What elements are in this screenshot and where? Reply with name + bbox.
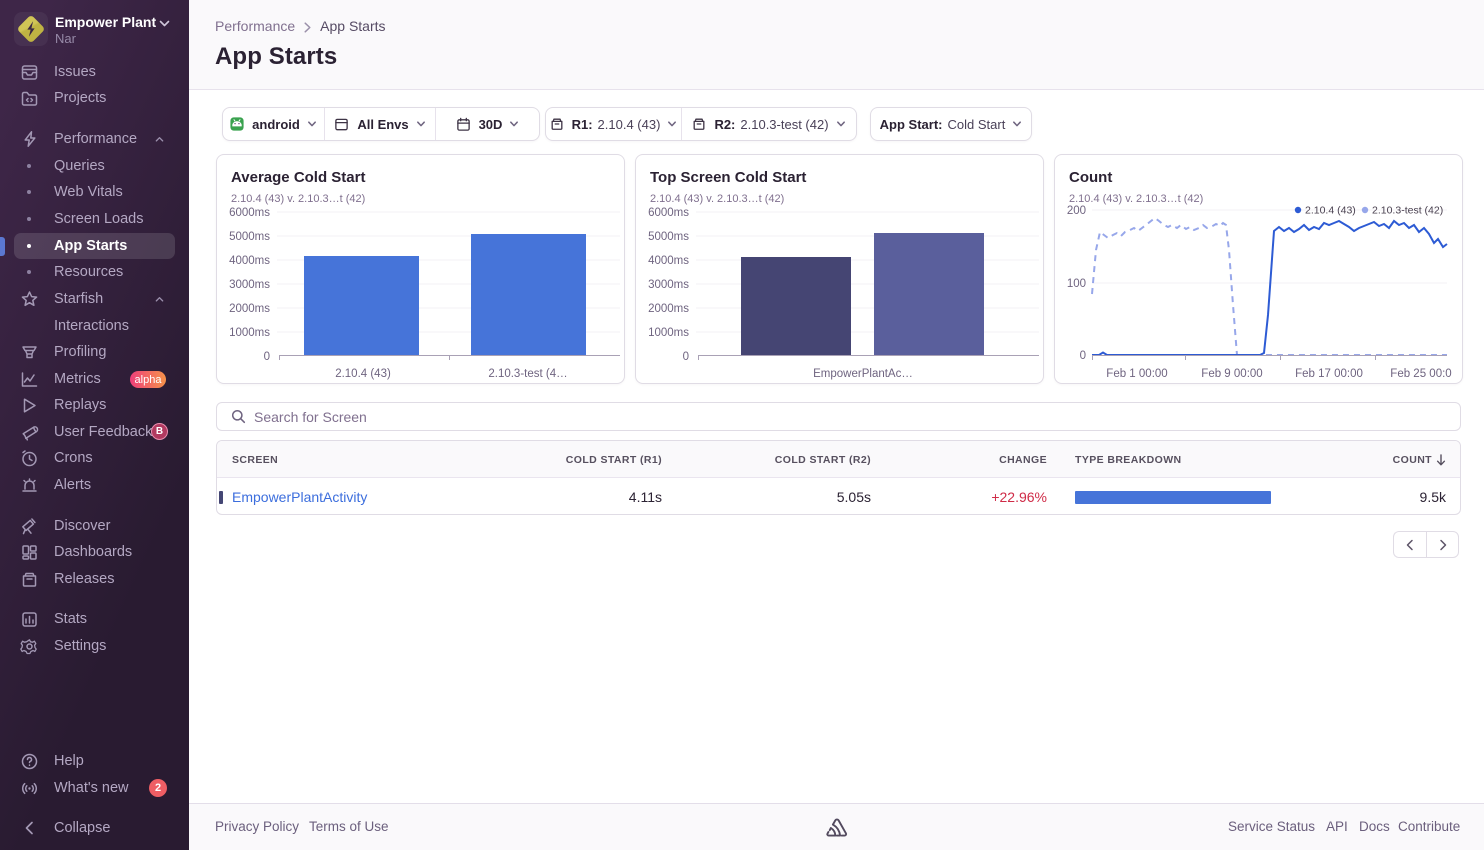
- svg-text:5000ms: 5000ms: [229, 231, 270, 243]
- svg-text:Feb 1 00:00: Feb 1 00:00: [1106, 368, 1167, 380]
- svg-text:Feb 9 00:00: Feb 9 00:00: [1201, 368, 1262, 380]
- svg-text:2000ms: 2000ms: [648, 303, 689, 315]
- svg-text:6000ms: 6000ms: [648, 207, 689, 219]
- svg-text:0: 0: [1080, 350, 1086, 362]
- svg-text:5000ms: 5000ms: [648, 231, 689, 243]
- svg-text:1000ms: 1000ms: [648, 327, 689, 339]
- svg-text:2.10.3-test (4…: 2.10.3-test (4…: [488, 368, 567, 380]
- svg-text:Count: Count: [1069, 169, 1112, 186]
- svg-text:2.10.4 (43): 2.10.4 (43): [335, 368, 391, 380]
- svg-text:Feb 17 00:00: Feb 17 00:00: [1295, 368, 1363, 380]
- svg-text:Top Screen Cold Start: Top Screen Cold Start: [650, 169, 806, 186]
- svg-text:Average Cold Start: Average Cold Start: [231, 169, 365, 186]
- svg-text:4000ms: 4000ms: [648, 255, 689, 267]
- svg-text:1000ms: 1000ms: [229, 327, 270, 339]
- svg-text:2.10.3-test (42): 2.10.3-test (42): [1372, 205, 1443, 217]
- svg-text:3000ms: 3000ms: [229, 279, 270, 291]
- svg-text:0: 0: [683, 351, 689, 363]
- svg-text:200: 200: [1067, 205, 1086, 217]
- svg-text:2.10.4 (43): 2.10.4 (43): [1305, 205, 1356, 217]
- svg-text:6000ms: 6000ms: [229, 207, 270, 219]
- svg-text:3000ms: 3000ms: [648, 279, 689, 291]
- svg-text:2.10.4 (43) v. 2.10.3…t (42): 2.10.4 (43) v. 2.10.3…t (42): [1069, 193, 1203, 205]
- svg-text:4000ms: 4000ms: [229, 255, 270, 267]
- svg-text:2000ms: 2000ms: [229, 303, 270, 315]
- svg-text:0: 0: [264, 351, 270, 363]
- svg-text:100: 100: [1067, 278, 1086, 290]
- svg-text:EmpowerPlantAc…: EmpowerPlantAc…: [813, 368, 913, 380]
- svg-text:2.10.4 (43) v. 2.10.3…t (42): 2.10.4 (43) v. 2.10.3…t (42): [650, 193, 784, 205]
- svg-text:2.10.4 (43) v. 2.10.3…t (42): 2.10.4 (43) v. 2.10.3…t (42): [231, 193, 365, 205]
- svg-text:Feb 25 00:0: Feb 25 00:0: [1390, 368, 1451, 380]
